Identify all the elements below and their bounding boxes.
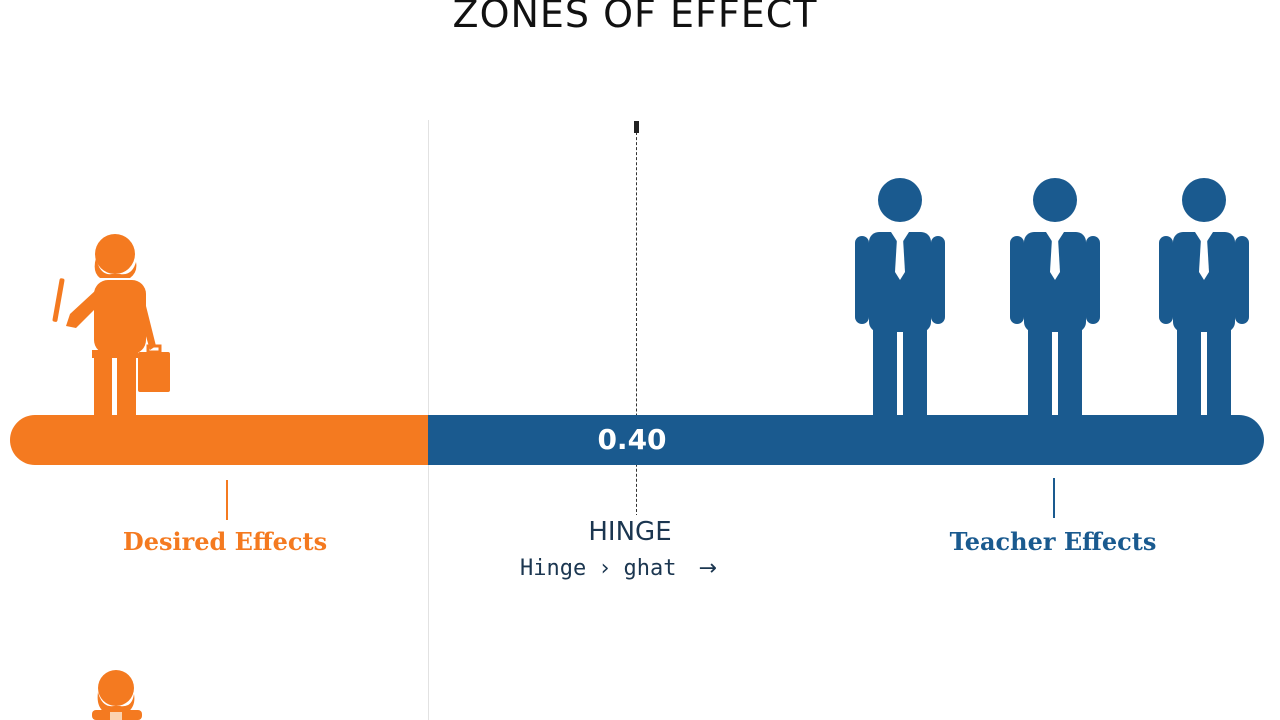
desired-effects-label: Desired Effects: [122, 527, 328, 556]
hinge-caption-word: Hinge: [520, 555, 587, 581]
man-figure-icon: [1159, 178, 1249, 420]
hinge-caption-word: ghat: [623, 555, 677, 581]
hinge-label: HINGE: [530, 515, 730, 549]
hinge-caption: Hinge › ghat →: [520, 553, 770, 583]
hinge-value: 0.40: [597, 423, 667, 456]
teacher-figure-icon: [92, 670, 142, 720]
arrow-right-icon: →: [698, 555, 717, 581]
desired-effects-zone-bar: [10, 415, 440, 465]
teacher-effects-tick: [1053, 478, 1055, 518]
desired-effects-tick: [226, 480, 228, 520]
page-title: ZONES OF EFFECT: [452, 0, 818, 36]
teacher-effects-zone-bar: [428, 415, 1264, 465]
hinge-marker: [634, 121, 639, 133]
man-figure-icon: [1010, 178, 1100, 420]
chevron-right-icon: ›: [598, 555, 612, 581]
teacher-effects-label: Teacher Effects: [949, 527, 1157, 556]
man-figure-icon: [855, 178, 945, 420]
hinge-line: [636, 122, 637, 522]
teacher-figure-icon: [52, 234, 170, 416]
